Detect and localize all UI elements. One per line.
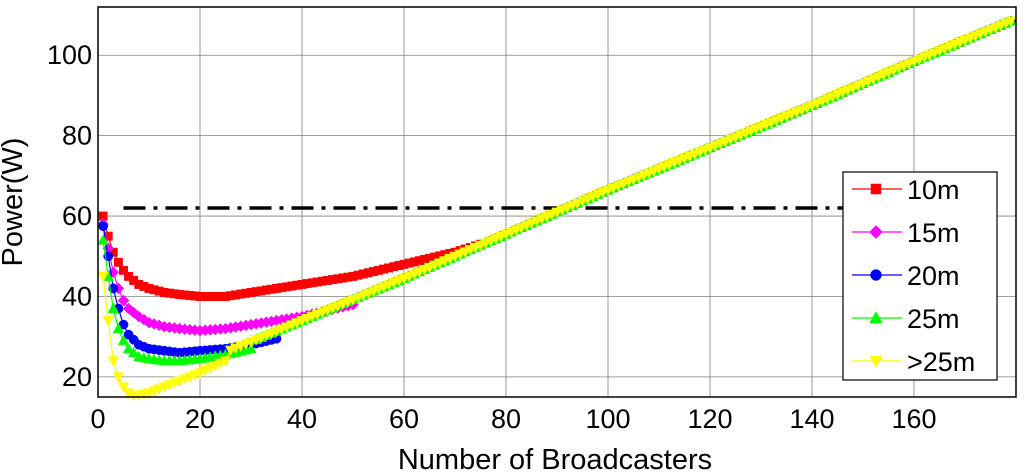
ticks: 0 20 40 60 80 100 120 140 160 20 40 60 80 100 (47, 40, 937, 434)
data-point (219, 356, 232, 367)
x-tick-label: 20 (185, 404, 215, 434)
data-point (107, 302, 119, 313)
data-point (122, 342, 135, 354)
x-tick-label: 60 (389, 404, 419, 434)
x-tick-label: 40 (287, 404, 317, 434)
legend-label: 15m (907, 218, 960, 248)
series-5 (97, 16, 1017, 401)
data-point (97, 234, 109, 245)
data-point (97, 271, 109, 283)
data-point (119, 265, 128, 275)
data-point (112, 372, 125, 383)
y-tick-label: 80 (62, 121, 92, 151)
legend-label: 20m (907, 261, 960, 291)
legend-entry: 10m (852, 175, 960, 205)
x-tick-label: 120 (687, 404, 732, 434)
data-point (869, 355, 883, 369)
data-point (869, 310, 883, 324)
y-tick-label: 60 (62, 201, 92, 231)
legend-entry: 25m (852, 304, 960, 334)
y-tick-label: 100 (47, 40, 92, 70)
data-point (113, 257, 123, 267)
data-point (870, 269, 882, 281)
x-tick-label: 100 (585, 404, 630, 434)
y-axis-label: Power(W) (0, 138, 29, 267)
data-point (117, 334, 130, 346)
data-point (128, 346, 140, 358)
x-tick-label: 0 (90, 404, 105, 434)
data-point (98, 221, 108, 231)
legend: 10m 15m 20m 25m >25m (842, 171, 998, 381)
y-tick-label: 40 (62, 281, 92, 311)
series-layer (97, 15, 1017, 401)
data-point (869, 225, 883, 239)
plot-frame (97, 6, 1017, 398)
legend-label: 10m (907, 175, 960, 205)
data-point (1005, 16, 1017, 28)
data-point (870, 183, 882, 195)
data-point (112, 322, 125, 334)
legend-entry: >25m (852, 347, 975, 377)
data-point (117, 294, 130, 307)
data-point (107, 356, 119, 367)
legend-box (842, 171, 998, 381)
data-point (245, 342, 257, 354)
legend-label: >25m (907, 347, 975, 377)
legend-label: 25m (907, 304, 960, 334)
x-tick-label: 80 (491, 404, 521, 434)
data-point (117, 382, 130, 393)
x-tick-label: 140 (789, 404, 834, 434)
y-tick-label: 20 (62, 362, 92, 392)
data-point (102, 316, 114, 327)
x-tick-label: 160 (891, 404, 936, 434)
legend-entry: 20m (852, 261, 960, 291)
x-axis-label: Number of Broadcasters (398, 444, 712, 474)
legend-entry: 15m (852, 218, 960, 248)
